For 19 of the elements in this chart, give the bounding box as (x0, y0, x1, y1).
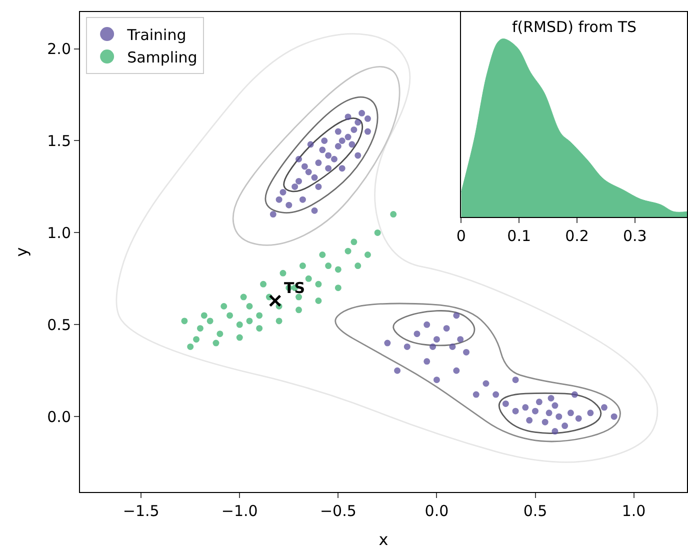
chart-title: f(RMSD) from TS (512, 18, 637, 36)
x-tick-label: 0.5 (523, 502, 548, 520)
x-tick-label: −0.5 (320, 502, 356, 520)
y-tick-label: 0.5 (47, 316, 71, 334)
x-tick-label: 0.1 (507, 226, 532, 245)
x-tick-label: −1.5 (122, 502, 160, 520)
x-tick-label: 0.2 (565, 226, 589, 245)
x-tick-label: −1.0 (221, 502, 258, 520)
x-tick-label: 0 (456, 226, 466, 245)
legend-label: Training (126, 26, 186, 44)
x-tick-label: 0.0 (424, 502, 449, 520)
legend-label: Sampling (127, 48, 198, 66)
y-axis-title: y (12, 247, 32, 257)
x-tick-label: 1.0 (622, 502, 646, 520)
x-tick-label: 0.3 (622, 226, 647, 245)
x-axis-title: x (378, 530, 388, 549)
y-tick-label: 0.0 (47, 408, 71, 426)
y-tick-label: 2.0 (47, 40, 71, 58)
y-tick-label: 1.5 (47, 132, 71, 150)
